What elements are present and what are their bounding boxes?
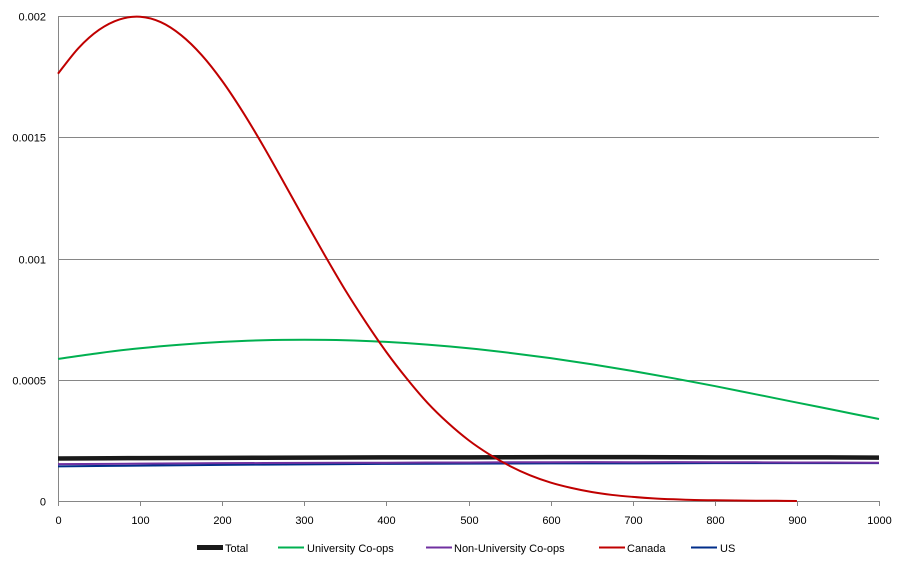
x-tick-label: 0 [55,515,61,527]
legend-item-us: US [691,543,735,555]
x-tick-label: 400 [377,515,395,527]
legend-item-canada: Canada [599,543,666,555]
x-tick-label: 300 [295,515,313,527]
y-tick-label: 0.0015 [12,133,46,145]
tick-labels: 0 0.0005 0.001 0.0015 0.002 0 100 200 300 400 500 6… [12,12,891,528]
x-tick-label: 1000 [867,515,891,527]
gridlines [58,16,880,506]
y-tick-label: 0.002 [18,12,46,24]
legend-item-total: Total [197,543,248,555]
series-line-university-co-ops [57,338,880,421]
legend-label: US [720,543,735,555]
x-tick-label: 100 [131,515,149,527]
y-tick-label: 0.001 [18,255,46,267]
x-tick-label: 900 [788,515,806,527]
series-line-canada [57,15,797,502]
x-tick-label: 500 [460,515,478,527]
legend-item-university-co-ops: University Co-ops [278,543,394,555]
legend-item-non-university-co-ops: Non-University Co-ops [426,543,565,555]
series-line-non-university-co-ops [57,461,880,466]
x-tick-label: 700 [624,515,642,527]
x-tick-label: 800 [706,515,724,527]
legend-label: Total [225,543,248,555]
series-line-total [57,454,880,461]
legend-label: Canada [627,543,666,555]
x-tick-label: 600 [542,515,560,527]
legend-label: University Co-ops [307,543,394,555]
y-tick-label: 0.0005 [12,376,46,388]
series-lines [57,15,880,502]
x-tick-label: 200 [213,515,231,527]
legend: Total University Co-ops Non-University Co-… [197,543,735,555]
y-tick-label: 0 [40,497,46,509]
legend-label: Non-University Co-ops [454,543,565,555]
